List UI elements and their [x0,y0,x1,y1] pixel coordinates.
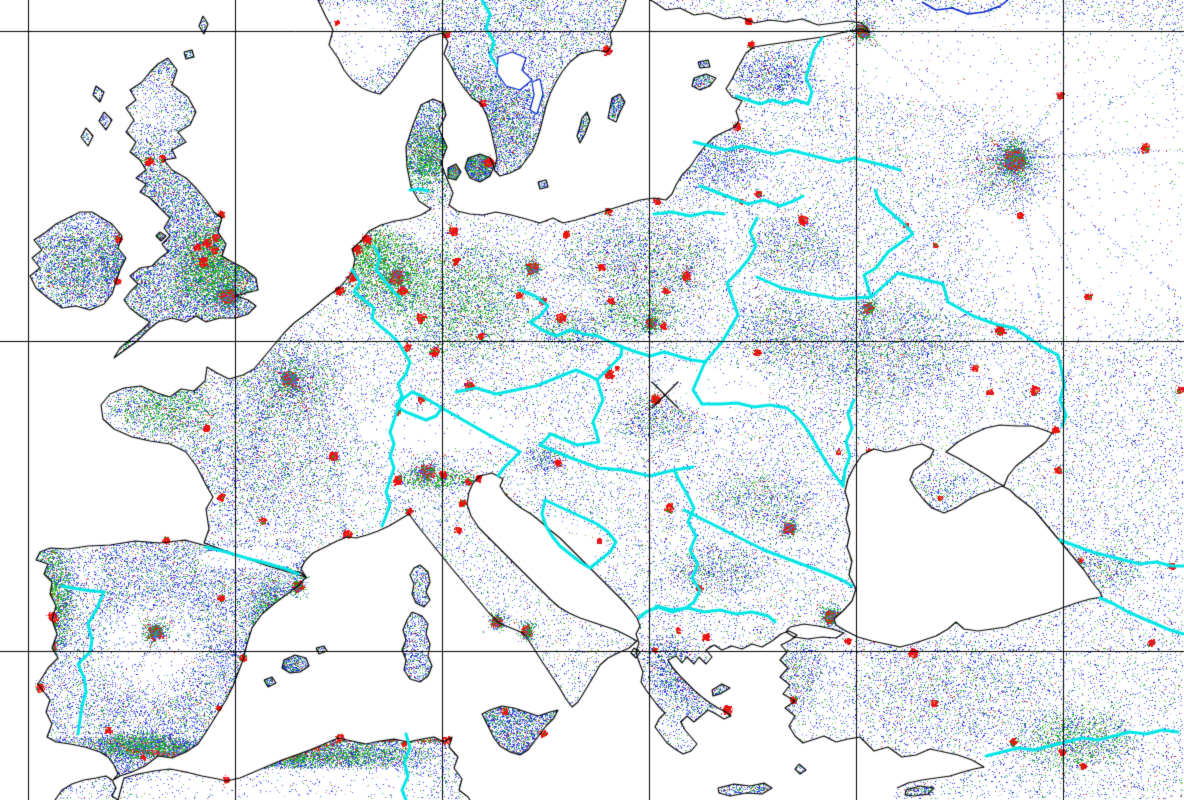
europe-dot-density-map[interactable] [0,0,1184,800]
map-viewport [0,0,1184,800]
